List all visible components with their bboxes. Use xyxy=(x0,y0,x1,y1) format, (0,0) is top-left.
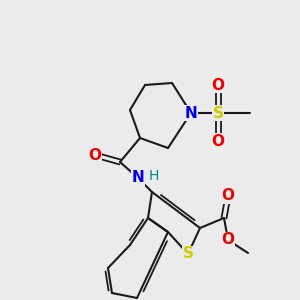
Text: O: O xyxy=(221,232,235,247)
Text: O: O xyxy=(88,148,101,163)
Text: O: O xyxy=(212,77,224,92)
Text: H: H xyxy=(149,169,159,183)
Text: N: N xyxy=(132,170,144,185)
Text: O: O xyxy=(212,134,224,148)
Text: N: N xyxy=(184,106,197,121)
Text: O: O xyxy=(221,188,235,203)
Text: S: S xyxy=(182,247,194,262)
Text: S: S xyxy=(212,106,224,121)
